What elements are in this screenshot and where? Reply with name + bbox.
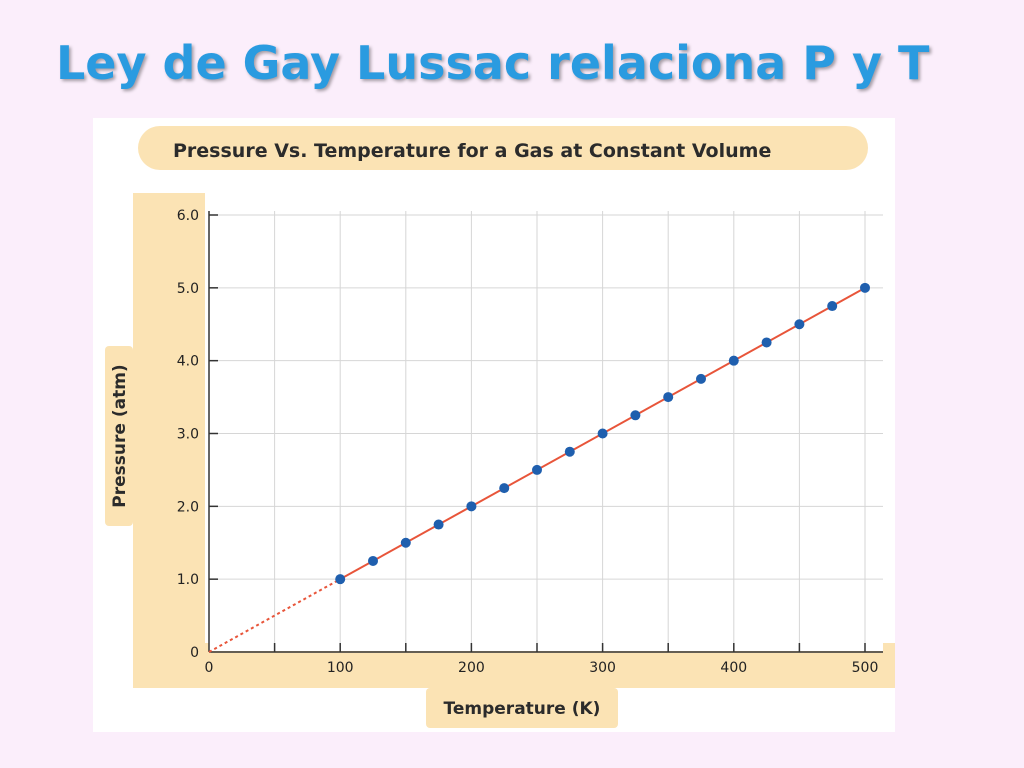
axes-layer: [208, 211, 883, 653]
x-tick-label: 200: [458, 660, 485, 676]
y-tick-label: 2.0: [177, 499, 199, 515]
x-axis-label: Temperature (K): [444, 699, 601, 719]
chart-plot-panel: [133, 193, 205, 688]
plot-area: [209, 211, 883, 651]
data-point: [696, 373, 706, 384]
y-axis-label: Pressure (atm): [110, 364, 130, 507]
chart-svg: Pressure Vs. Temperature for a Gas at Co…: [105, 126, 895, 728]
trend-line-dashed: [208, 578, 341, 653]
data-point: [400, 537, 411, 548]
data-point: [335, 574, 346, 585]
data-point: [663, 392, 674, 403]
chart-title: Pressure Vs. Temperature for a Gas at Co…: [173, 140, 771, 162]
data-point: [597, 428, 608, 439]
y-tick-label: 0: [190, 645, 199, 661]
y-tick-label: 4.0: [177, 354, 199, 370]
data-point: [630, 410, 641, 421]
x-tick-label: 300: [589, 660, 616, 676]
data-point: [532, 464, 542, 475]
data-point: [761, 337, 772, 348]
x-tick-label: 0: [205, 660, 214, 676]
points-layer: [335, 282, 870, 585]
x-tick-label: 100: [327, 660, 354, 676]
y-tick-label: 3.0: [177, 427, 199, 443]
data-point: [794, 319, 805, 330]
y-tick-label: 1.0: [177, 572, 199, 588]
data-point: [433, 519, 444, 530]
data-point: [564, 446, 575, 457]
tick-labels-layer: 0 100 200 300 400 500 0 1.0 2.0 3.0 4.0 5.0 6.0: [177, 208, 879, 676]
grid-layer: [209, 211, 883, 652]
x-tick-label: 400: [720, 660, 747, 676]
data-point: [728, 355, 739, 366]
data-point: [827, 301, 838, 312]
data-point: [368, 555, 378, 566]
data-point: [499, 483, 510, 494]
data-point: [466, 501, 477, 512]
y-axis-label-banner: [105, 346, 133, 526]
chart-figure: Pressure Vs. Temperature for a Gas at Co…: [93, 118, 895, 732]
y-tick-label: 6.0: [177, 208, 199, 224]
data-point: [860, 282, 870, 293]
x-tick-label: 500: [852, 660, 879, 676]
x-axis-label-banner: [426, 688, 618, 728]
y-tick-label: 5.0: [177, 281, 199, 297]
slide-title: Ley de Gay Lussac relaciona P y T: [56, 36, 930, 90]
chart-title-banner: [138, 126, 868, 170]
